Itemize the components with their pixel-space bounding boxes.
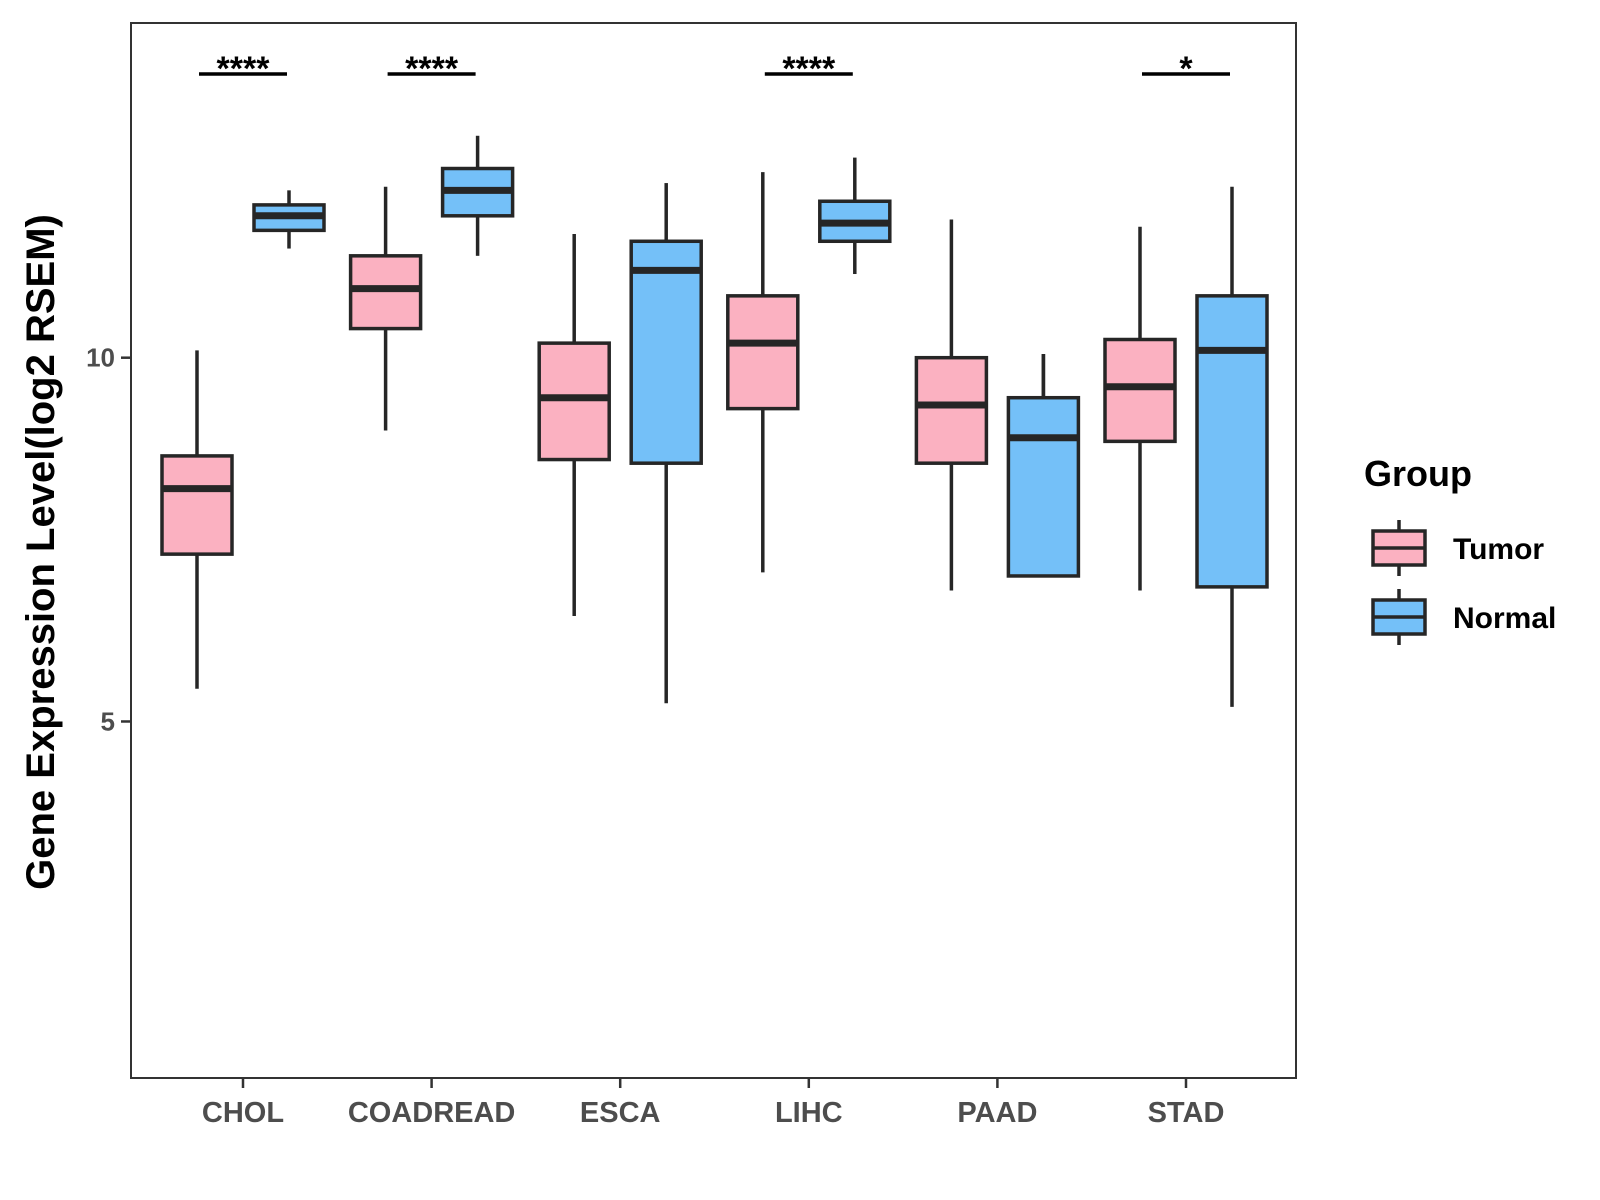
legend: Group Tumor Normal: [1364, 453, 1556, 645]
legend-label: Normal: [1453, 602, 1556, 635]
x-tick-label: CHOL: [202, 1097, 284, 1129]
significance-coadread: ****: [387, 50, 476, 88]
box-tumor-chol: [160, 350, 234, 689]
box-normal-lihc: [818, 157, 892, 275]
legend-item-normal: Normal: [1371, 589, 1556, 645]
significance-lihc: ****: [764, 50, 853, 88]
box-tumor-stad: [1103, 226, 1177, 591]
box-tumor-coadread: [348, 186, 423, 431]
x-tick-label: STAD: [1148, 1097, 1225, 1129]
box-body: [1103, 337, 1177, 444]
panel-border: [130, 22, 1297, 1079]
box-normal-paad: [1006, 354, 1081, 578]
box-body: [348, 254, 423, 331]
y-axis-title: Gene Expression Level(log2 RSEM): [19, 214, 63, 890]
box-body: [629, 239, 703, 465]
significance-label: ****: [782, 50, 836, 88]
significance-label: ****: [405, 50, 459, 88]
legend-title: Group: [1364, 453, 1472, 494]
box-tumor-paad: [914, 219, 989, 591]
box-tumor-lihc: [726, 172, 800, 573]
box-normal-coadread: [440, 135, 515, 256]
legend-item-tumor: Tumor: [1371, 520, 1544, 576]
box-normal-stad: [1195, 186, 1269, 707]
y-tick-label: 10: [86, 343, 115, 373]
legend-label: Tumor: [1453, 533, 1544, 566]
box-body: [1006, 395, 1081, 578]
significance-label: *: [1179, 50, 1193, 88]
x-tick-label: ESCA: [580, 1097, 661, 1129]
significance-label: ****: [217, 50, 271, 88]
box-body: [537, 341, 611, 462]
plot-area: **** **** **** *: [160, 50, 1269, 707]
y-tick-label: 5: [101, 706, 115, 736]
box-body: [160, 454, 234, 556]
box-body: [1195, 294, 1269, 589]
box-body: [914, 355, 989, 465]
box-tumor-esca: [537, 234, 611, 616]
significance-stad: *: [1142, 50, 1230, 88]
box-body: [726, 294, 800, 411]
significance-chol: ****: [199, 50, 287, 88]
box-normal-esca: [629, 183, 703, 704]
x-tick-label: PAAD: [957, 1097, 1037, 1129]
x-tick-label: COADREAD: [348, 1097, 516, 1129]
box-normal-chol: [252, 190, 326, 249]
x-tick-label: LIHC: [775, 1097, 843, 1129]
